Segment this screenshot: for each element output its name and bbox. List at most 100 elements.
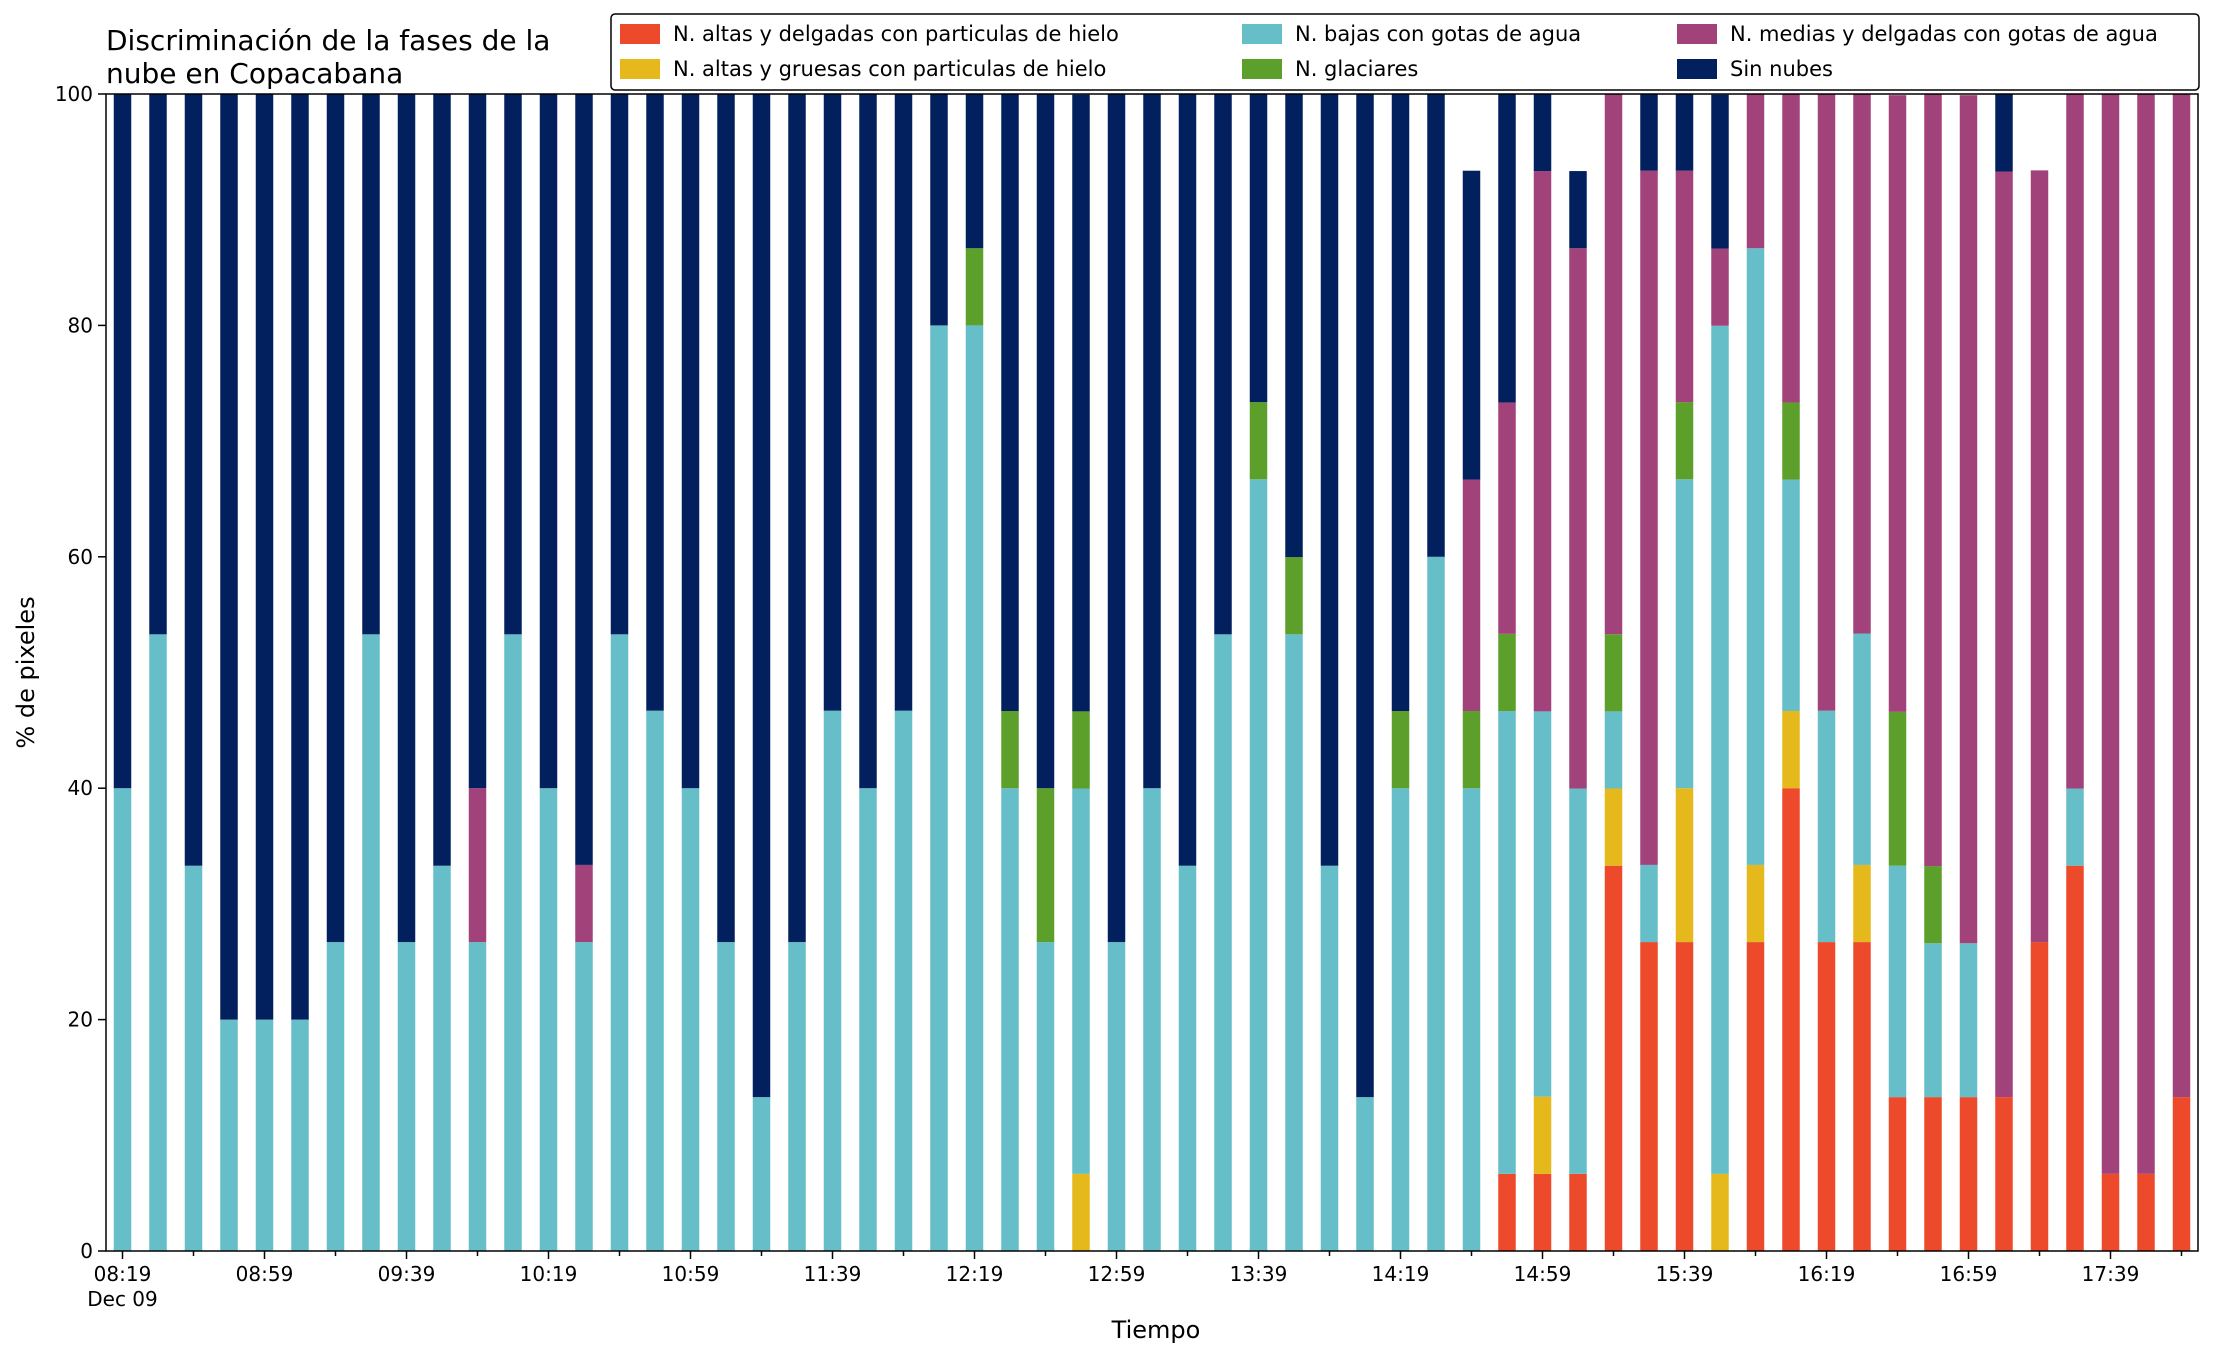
bar-segment xyxy=(504,94,522,635)
bar-segment xyxy=(1107,94,1126,943)
bar-segment xyxy=(1498,94,1516,403)
x-tick-label: 08:19 xyxy=(94,1262,152,1286)
bar-segment xyxy=(1817,94,1836,711)
bar-segment xyxy=(1924,94,1942,867)
bar-segment xyxy=(397,942,416,1251)
legend-label: N. medias y delgadas con gotas de agua xyxy=(1730,22,2158,46)
bar-segment xyxy=(1924,1097,1942,1251)
bar-segment xyxy=(149,94,167,635)
y-tick-label: 100 xyxy=(55,82,93,106)
bar-segment xyxy=(1356,1097,1374,1251)
bar-segment xyxy=(1569,248,1587,789)
x-tick-label: 13:39 xyxy=(1230,1262,1288,1286)
legend-swatch xyxy=(1242,24,1282,44)
bar-segment xyxy=(788,94,806,943)
legend-swatch xyxy=(1677,24,1717,44)
bar-segment xyxy=(1036,788,1055,943)
bar-segment xyxy=(1498,711,1516,1174)
bar-segment xyxy=(1569,788,1587,1174)
x-tick-label: 09:39 xyxy=(378,1262,436,1286)
x-tick-label: 11:39 xyxy=(804,1262,862,1286)
bar-segment xyxy=(1640,864,1658,943)
bar-segment xyxy=(1675,479,1694,789)
bar-segment xyxy=(1995,1097,2013,1251)
bar-segment xyxy=(1285,634,1303,1251)
y-tick-label: 20 xyxy=(68,1008,93,1032)
x-tick-label: 15:39 xyxy=(1656,1262,1714,1286)
x-tick-sublabel: Dec 09 xyxy=(87,1287,158,1311)
bar-segment xyxy=(1072,711,1090,789)
bar-segment xyxy=(646,710,664,1251)
bar-segment xyxy=(1356,94,1374,1098)
legend-label: N. glaciares xyxy=(1295,57,1418,81)
bar-segment xyxy=(1143,788,1161,1251)
bar-segment xyxy=(1959,943,1978,1098)
bar-segment xyxy=(823,94,842,711)
bar-segment xyxy=(2101,1173,2120,1251)
x-tick-label: 16:19 xyxy=(1798,1262,1856,1286)
legend-box xyxy=(610,13,2200,91)
y-tick-label: 0 xyxy=(80,1239,93,1263)
bar-segment xyxy=(1782,788,1800,1251)
bar-segment xyxy=(1924,866,1942,944)
legend-label: N. bajas con gotas de agua xyxy=(1295,22,1581,46)
bar-segment xyxy=(539,94,558,789)
bar-segment xyxy=(1533,1096,1552,1174)
bar-segment xyxy=(1285,557,1303,635)
bar-segment xyxy=(859,788,877,1251)
bar-segment xyxy=(1001,94,1019,712)
bar-segment xyxy=(610,94,629,635)
legend: N. altas y delgadas con particulas de hi… xyxy=(610,13,2200,91)
bar-segment xyxy=(1391,94,1410,712)
bar-segment xyxy=(2172,94,2191,1098)
bar-segment xyxy=(1036,94,1055,789)
bar-segment xyxy=(184,865,203,1251)
legend-label: N. altas y gruesas con particulas de hie… xyxy=(673,57,1106,81)
bar-segment xyxy=(1711,248,1729,326)
bar-segment xyxy=(1462,170,1481,480)
bar-segment xyxy=(468,788,487,943)
bar-segment xyxy=(255,94,274,1020)
bar-segment xyxy=(1036,942,1055,1251)
bar-segment xyxy=(965,325,984,1251)
bar-segment xyxy=(1604,634,1623,712)
bar-segment xyxy=(1533,171,1552,712)
bar-segment xyxy=(1853,942,1871,1251)
bar-segment xyxy=(362,634,380,1251)
bar-segment xyxy=(291,94,309,1020)
bar-segment xyxy=(1320,865,1339,1251)
bar-segment xyxy=(2030,170,2049,943)
bar-segment xyxy=(1924,943,1942,1098)
bar-segment xyxy=(1640,942,1658,1251)
bar-segment xyxy=(2030,942,2049,1251)
y-tick-label: 40 xyxy=(68,776,93,800)
bar-segment xyxy=(1533,711,1552,1097)
bar-segment xyxy=(1604,711,1623,789)
bar-segment xyxy=(717,94,735,943)
bar-segment xyxy=(1498,633,1516,712)
bar-segment xyxy=(113,788,132,1251)
bars-layer xyxy=(113,94,2191,1251)
bar-segment xyxy=(1782,479,1800,712)
bar-segment xyxy=(539,788,558,1251)
bar-segment xyxy=(1888,865,1907,1098)
bar-segment xyxy=(1001,788,1019,1251)
x-tick-label: 16:59 xyxy=(1940,1262,1998,1286)
bar-segment xyxy=(1462,711,1481,789)
bar-segment xyxy=(1746,248,1765,865)
plot-frame xyxy=(105,93,2199,1252)
bar-segment xyxy=(220,1019,238,1251)
bar-segment xyxy=(1995,94,2013,172)
bar-segment xyxy=(2172,1097,2191,1251)
bar-segment xyxy=(1604,788,1623,866)
bar-segment xyxy=(1711,94,1729,249)
bar-segment xyxy=(433,865,451,1251)
bar-segment xyxy=(1782,94,1800,403)
bar-segment xyxy=(1214,94,1232,635)
bar-segment xyxy=(1533,1173,1552,1251)
bar-segment xyxy=(2066,865,2084,1251)
bar-segment xyxy=(1569,1173,1587,1251)
bar-segment xyxy=(1072,94,1090,712)
x-tick-label: 10:59 xyxy=(662,1262,720,1286)
